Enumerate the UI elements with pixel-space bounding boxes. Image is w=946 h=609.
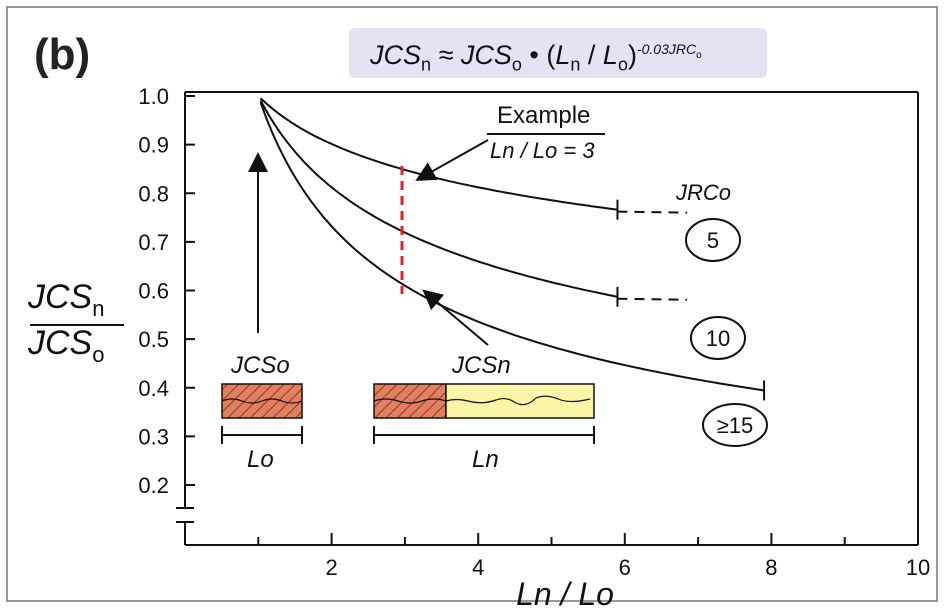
y-tick-label: 0.9 <box>138 133 169 158</box>
x-tick-label: 10 <box>906 555 930 580</box>
series-group: 5 10 ≥15 <box>259 97 768 447</box>
example-arrow <box>415 139 489 181</box>
series-dashed-extension <box>617 210 688 214</box>
formula-box <box>349 28 767 78</box>
series-label-ellipse <box>685 218 741 262</box>
x-axis-label: Ln / Lo <box>516 576 614 609</box>
y-tick-label: 0.4 <box>138 376 169 401</box>
series-dashed-extension <box>617 297 688 301</box>
y-tick-label: 0.3 <box>138 424 169 449</box>
jcs-n-arrow <box>422 289 489 346</box>
series-label-ellipse <box>702 403 768 447</box>
x-tick-label: 6 <box>619 555 631 580</box>
example-title: Example <box>497 102 590 129</box>
y-tick-label: 0.6 <box>138 279 169 304</box>
annotation-group: Example Ln / Lo = 3 JCSo Lo JCSn Ln JRCo <box>221 102 731 473</box>
jcs-n-specimen-hatched <box>373 383 447 419</box>
legend-title: JRCo <box>675 180 731 205</box>
formula: JCSn ≈ JCSo • (Ln / Lo)-0.03JRCo <box>370 40 702 75</box>
y-tick-label: 0.8 <box>138 181 169 206</box>
y-tick-label: 0.7 <box>138 230 169 255</box>
x-tick-label: 4 <box>472 555 484 580</box>
x-tick-label: 8 <box>765 555 777 580</box>
l-o-label: Lo <box>247 446 274 473</box>
series-label-ellipse <box>690 316 746 360</box>
y-tick-label: 1.0 <box>138 84 169 109</box>
y-tick-label: 0.2 <box>138 473 169 498</box>
panel-label: (b) <box>34 30 91 79</box>
series-curve-jrc-5 <box>259 97 618 211</box>
jcs-n-joint-profile <box>373 395 591 406</box>
y-axis-label-fraction-bar <box>30 324 124 326</box>
y-tick-label: 0.5 <box>138 327 169 352</box>
jcs-o-label: JCSo <box>230 352 290 379</box>
figure-frame <box>6 6 938 602</box>
jcs-n-label: JCSn <box>451 352 511 379</box>
series-curve-jrc-10 <box>259 99 618 298</box>
y-axis-label-numerator: JCSn <box>28 278 105 321</box>
series-label: ≥15 <box>717 413 754 438</box>
series-label: 5 <box>707 228 719 253</box>
x-tick-label: 2 <box>325 555 337 580</box>
y-axis-label-denominator: JCSo <box>28 324 105 367</box>
jcs-o-joint-profile <box>221 398 303 404</box>
axes: 1.0 0.9 0.8 0.7 0.6 0.5 0.4 0.3 0.2 2 4 6 8 10 Ln / Lo <box>138 84 930 609</box>
l-n-label: Ln <box>472 446 499 473</box>
example-formula: Ln / Lo = 3 <box>490 138 595 163</box>
series-curve-jrc-15 <box>259 102 765 392</box>
series-label: 10 <box>706 326 730 351</box>
